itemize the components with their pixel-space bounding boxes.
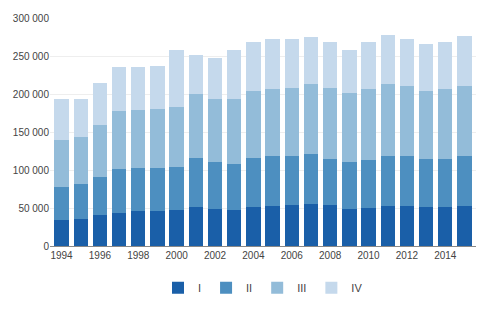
svg-text:1994: 1994 bbox=[50, 250, 73, 261]
svg-text:0: 0 bbox=[43, 241, 49, 252]
svg-text:III: III bbox=[297, 282, 306, 294]
svg-text:150 000: 150 000 bbox=[13, 127, 50, 138]
svg-text:IV: IV bbox=[351, 282, 362, 294]
svg-text:50 000: 50 000 bbox=[18, 203, 49, 214]
svg-text:II: II bbox=[246, 282, 252, 294]
svg-text:2010: 2010 bbox=[357, 250, 380, 261]
svg-text:100 000: 100 000 bbox=[13, 165, 50, 176]
svg-text:I: I bbox=[198, 282, 201, 294]
svg-text:2014: 2014 bbox=[434, 250, 457, 261]
svg-text:2006: 2006 bbox=[281, 250, 304, 261]
svg-text:1998: 1998 bbox=[127, 250, 150, 261]
svg-text:300 000: 300 000 bbox=[13, 13, 50, 24]
svg-text:2000: 2000 bbox=[166, 250, 189, 261]
svg-text:1996: 1996 bbox=[89, 250, 112, 261]
svg-text:2008: 2008 bbox=[319, 250, 342, 261]
svg-text:2004: 2004 bbox=[242, 250, 265, 261]
svg-text:200 000: 200 000 bbox=[13, 89, 50, 100]
svg-text:2002: 2002 bbox=[204, 250, 227, 261]
svg-text:2012: 2012 bbox=[396, 250, 419, 261]
svg-text:250 000: 250 000 bbox=[13, 51, 50, 62]
